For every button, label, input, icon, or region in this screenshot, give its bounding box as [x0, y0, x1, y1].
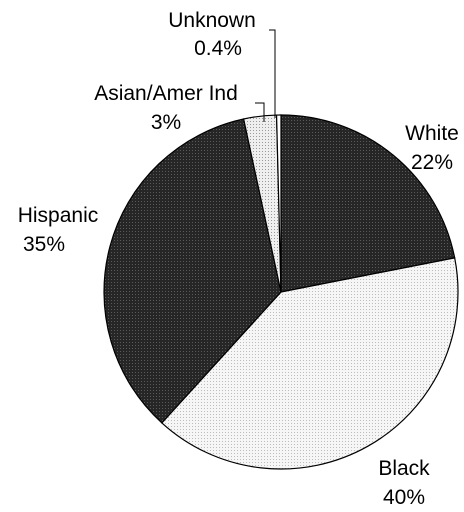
label-hispanic-name: Hispanic: [18, 204, 99, 227]
label-white-name: White: [405, 122, 459, 145]
pie-slice-black: [161, 257, 459, 470]
leader-line-unknown: [269, 29, 276, 118]
pie-slice-hispanic: [103, 118, 282, 424]
leader-line-asian-amer-ind: [255, 102, 265, 122]
label-asian-amer-ind-percent: 3%: [151, 111, 181, 134]
label-black-name: Black: [378, 457, 430, 480]
label-white-percent: 22%: [411, 151, 453, 174]
label-asian-amer-ind-name: Asian/Amer Ind: [94, 82, 238, 105]
label-hispanic-percent: 35%: [23, 233, 65, 256]
label-unknown-percent: 0.4%: [194, 37, 242, 60]
pie-slice-unknown: [275, 114, 282, 293]
label-black-percent: 40%: [383, 486, 425, 509]
label-unknown-name: Unknown: [168, 9, 256, 32]
pie-slice-white: [280, 114, 456, 293]
